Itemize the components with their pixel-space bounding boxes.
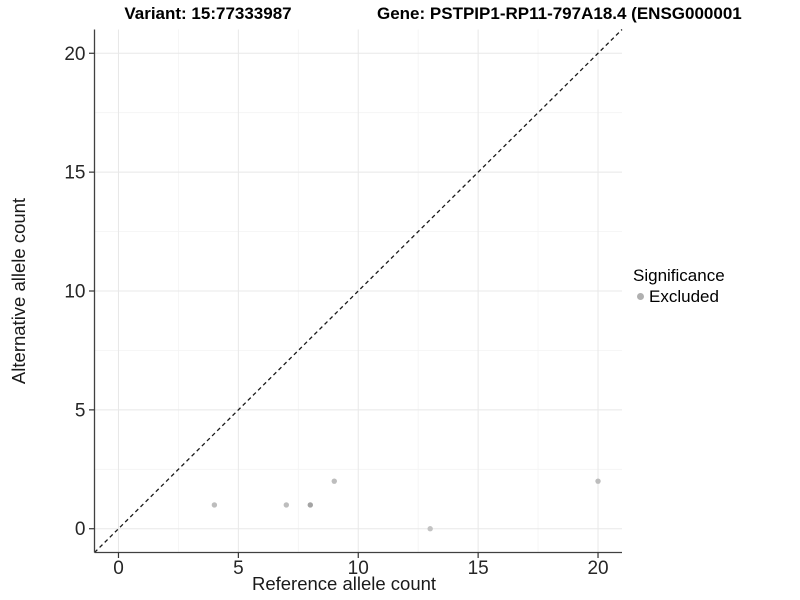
svg-text:20: 20 [64, 44, 85, 65]
legend-item-label: Excluded [649, 287, 719, 306]
svg-text:20: 20 [587, 558, 608, 579]
svg-text:15: 15 [468, 558, 489, 579]
legend: Significance Excluded [633, 266, 725, 306]
legend-title: Significance [633, 266, 725, 285]
svg-text:0: 0 [75, 519, 86, 540]
svg-text:5: 5 [75, 400, 86, 421]
data-points [211, 478, 601, 532]
x-axis-title: Reference allele count [252, 573, 436, 594]
identity-dashed-line [94, 29, 623, 553]
x-tick-labels: 0 5 10 15 20 [113, 558, 608, 579]
svg-text:0: 0 [113, 558, 124, 579]
gene-title: Gene: PSTPIP1-RP11-797A18.4 (ENSG000001 [377, 4, 742, 23]
y-tick-labels: 0 5 10 15 20 [64, 44, 85, 540]
variant-title: Variant: 15:77333987 [124, 4, 292, 23]
svg-text:10: 10 [64, 282, 85, 303]
axis-tick-marks [89, 52, 599, 558]
svg-text:15: 15 [64, 163, 85, 184]
legend-key-dot [637, 293, 644, 300]
y-axis-title: Alternative allele count [8, 198, 29, 384]
gridlines-major [94, 29, 622, 553]
svg-text:5: 5 [233, 558, 244, 579]
legend-item-excluded: Excluded [633, 287, 725, 306]
svg-text:10: 10 [348, 558, 369, 579]
